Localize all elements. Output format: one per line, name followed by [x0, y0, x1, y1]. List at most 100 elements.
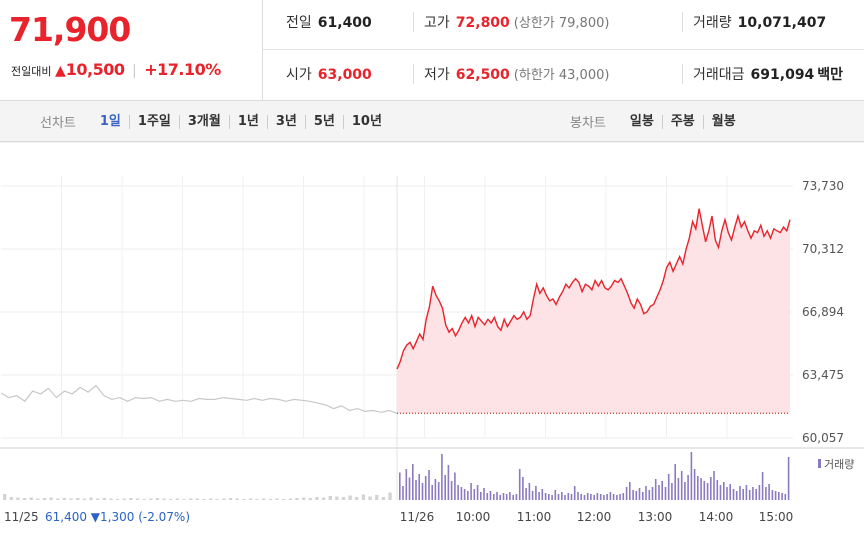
tab-5-years[interactable]: 5년	[304, 114, 343, 129]
open-price: 시가 63,000	[286, 64, 372, 84]
volume-bar	[787, 457, 790, 500]
volume-bar	[583, 495, 586, 500]
volume-bar	[242, 499, 246, 500]
volume-bar	[758, 485, 761, 500]
volume-bar	[528, 483, 531, 500]
tab-monthly-candle[interactable]: 월봉	[702, 114, 744, 129]
tab-3-years[interactable]: 3년	[266, 114, 305, 129]
current-price: 71,900	[9, 10, 131, 49]
volume-bar	[142, 499, 146, 500]
volume-bar	[122, 498, 126, 500]
high-value: 72,800	[455, 15, 510, 31]
x-tick-label: 14:00	[699, 510, 734, 524]
volume-legend-label: 거래량	[824, 458, 854, 471]
change-amount: 10,500	[65, 60, 125, 79]
volume-bar	[496, 492, 498, 500]
volume-bar	[580, 494, 582, 500]
volume-bar	[454, 472, 456, 500]
volume-bar	[619, 494, 621, 500]
volume-bar	[748, 490, 751, 500]
price-chart-svg: 73,730 70,312 66,894 63,475 60,057 거래량 11/26 10…	[0, 141, 864, 524]
change-summary: 전일대비 ▲10,500 | +17.10%	[11, 60, 221, 79]
tab-weekly-candle[interactable]: 주봉	[661, 114, 703, 129]
change-percent: +17.10%	[144, 60, 221, 79]
volume-bar	[135, 498, 140, 500]
volume-bar	[778, 492, 780, 500]
high-price: 고가 72,800 (상한가 79,800)	[413, 12, 609, 32]
volume-bar	[480, 492, 482, 500]
volume-bar	[505, 494, 508, 500]
candle-chart-tabs: 봉차트 일봉 주봉 월봉	[570, 112, 744, 131]
volume-bar	[42, 498, 47, 500]
volume-bar	[96, 498, 100, 500]
volume-bar	[361, 494, 366, 500]
volume-bar	[771, 490, 774, 500]
volume-bar	[162, 498, 166, 500]
volume-bar	[651, 487, 654, 500]
volume-bar	[321, 497, 326, 500]
x-tick-label: 12:00	[577, 510, 612, 524]
volume-bar	[102, 498, 106, 500]
candle-chart-title: 봉차트	[570, 116, 606, 131]
tab-1-year[interactable]: 1년	[228, 114, 267, 129]
tab-daily-candle[interactable]: 일봉	[629, 113, 654, 129]
lower-limit: (하한가 43,000)	[513, 68, 610, 83]
x-tick-label: 13:00	[638, 510, 673, 524]
volume-bar	[402, 486, 404, 500]
tab-1-week[interactable]: 1주일	[128, 114, 179, 129]
volume-bar	[690, 452, 693, 500]
volume-bar	[499, 495, 501, 500]
volume-bar	[315, 497, 319, 500]
price-chart: 73,730 70,312 66,894 63,475 60,057 거래량 11/26 10…	[0, 141, 864, 542]
volume-bar	[570, 494, 573, 500]
volume-bar	[781, 493, 783, 500]
volume-bar	[368, 496, 372, 500]
volume-bar	[444, 475, 446, 500]
volume-bar	[784, 494, 787, 500]
y-tick-label: 63,475	[802, 368, 844, 382]
y-tick-label: 66,894	[802, 305, 844, 319]
volume-bar	[638, 488, 641, 500]
volume-bar	[248, 498, 253, 500]
volume-bar	[493, 494, 495, 500]
volume-bar	[716, 480, 719, 500]
volume-bar	[418, 474, 420, 500]
volume-bar	[645, 486, 647, 500]
volume-bar	[564, 495, 566, 500]
volume-bar	[489, 491, 492, 500]
volume-bar	[502, 493, 505, 500]
volume-bar	[308, 498, 312, 500]
x-tick-label: 11:00	[517, 510, 552, 524]
volume-bar	[375, 495, 379, 500]
tab-10-years[interactable]: 10년	[342, 114, 390, 129]
volume-bar	[664, 487, 667, 500]
trade-value-value: 691,094	[750, 67, 815, 83]
volume-bar	[228, 498, 233, 500]
volume-bar	[684, 482, 686, 500]
volume-bar	[467, 491, 469, 500]
volume-bar	[609, 492, 612, 500]
volume-bar	[82, 498, 86, 500]
volume-bar	[577, 492, 579, 500]
volume-bar	[551, 495, 553, 500]
volume-bar	[667, 474, 670, 500]
tab-1-day[interactable]: 1일	[99, 113, 121, 129]
prev-close-label: 전일	[286, 15, 312, 31]
volume-bar	[486, 493, 489, 500]
volume-bar	[632, 490, 634, 500]
volume-bar	[723, 482, 725, 500]
volume-bar	[703, 481, 706, 500]
volume-bar	[687, 475, 689, 500]
volume-bar	[573, 486, 576, 500]
tab-3-months[interactable]: 3개월	[178, 114, 229, 129]
up-arrow-icon: ▲	[54, 63, 66, 79]
volume-bar	[538, 492, 540, 500]
volume-bar	[515, 494, 518, 500]
volume-bar	[282, 499, 286, 500]
volume-bar	[222, 498, 226, 500]
open-label: 시가	[286, 67, 312, 83]
volume-bar	[612, 494, 615, 500]
volume-bar	[476, 485, 479, 500]
volume-bar	[62, 498, 67, 500]
volume-bar	[616, 495, 618, 500]
